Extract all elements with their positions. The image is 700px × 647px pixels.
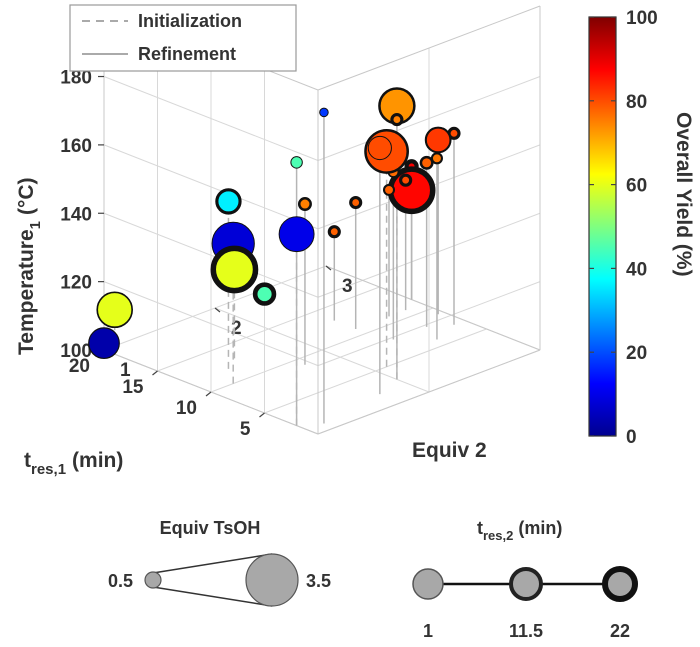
data-point: [327, 225, 341, 239]
size-legend-large-circle: [245, 553, 299, 607]
size-legend-title: Equiv TsOH: [160, 518, 261, 538]
phase-legend: Initialization Refinement: [69, 4, 297, 72]
data-point: [88, 327, 120, 360]
x-axis-label: tres,1 (min): [24, 449, 123, 478]
colorbar-tick-label: 100: [626, 8, 658, 29]
data-point: [252, 282, 277, 306]
z-axis-label: Temperature1(°C): [15, 177, 44, 355]
data-point: [419, 155, 434, 170]
y-tick-label: 1: [120, 360, 131, 381]
size-legend: Equiv TsOH 0.5 3.5: [108, 518, 331, 607]
data-point: [290, 156, 303, 169]
data-points: [88, 87, 461, 360]
x-tick-label: 15: [122, 377, 144, 398]
size-legend-min-label: 0.5: [108, 571, 133, 591]
data-point: [424, 126, 452, 154]
colorbar-tick-label: 40: [626, 259, 647, 280]
x-tick-label: 10: [176, 398, 197, 419]
data-point: [367, 135, 392, 161]
edge-legend-thick-circle: [602, 566, 638, 602]
z-tick-label: 180: [60, 68, 92, 89]
colorbar-label: Overall Yield (%): [672, 112, 695, 277]
colorbar-ticks: 0 20 40 60 80 100: [589, 8, 658, 448]
x-tick-label: 20: [69, 356, 90, 377]
edge-legend-title: tres,2 (min): [477, 518, 562, 543]
colorbar-tick-label: 60: [626, 176, 647, 197]
y-tick-label: 3: [342, 276, 353, 297]
colorbar: 0 20 40 60 80 100 Overall Yield (%): [588, 8, 695, 448]
edge-legend-label-1: 1: [423, 621, 433, 641]
z-tick-label: 140: [60, 204, 92, 225]
legend-initialization: Initialization: [138, 11, 242, 31]
data-point: [96, 291, 133, 329]
size-legend-cone-top: [152, 553, 273, 574]
colorbar-tick-label: 20: [626, 343, 647, 364]
data-point: [319, 107, 329, 118]
y-axis-label: Equiv 2: [412, 439, 487, 462]
edge-legend-thin-circle: [412, 568, 444, 600]
size-legend-cone-bottom: [152, 586, 273, 607]
tick-labels: 100 120 140 160 180 5 10 15 20 1 2 3: [60, 68, 352, 440]
edge-legend-medium-circle: [509, 567, 543, 601]
colorbar-tick-label: 80: [626, 92, 647, 113]
legend-refinement: Refinement: [138, 44, 236, 64]
x-tick-label: 5: [240, 419, 251, 440]
edge-legend-label-2: 11.5: [509, 621, 543, 641]
z-tick-label: 160: [60, 136, 92, 157]
data-point: [278, 216, 315, 253]
colorbar-tick-label: 0: [626, 427, 637, 448]
z-tick-label: 120: [60, 273, 92, 294]
colorbar-gradient: [588, 16, 617, 437]
size-legend-max-label: 3.5: [306, 571, 331, 591]
phase-legend-box: [69, 4, 297, 72]
size-legend-small-circle: [144, 571, 162, 589]
data-point: [349, 195, 363, 210]
data-point: [297, 197, 312, 212]
edge-legend: tres,2 (min) 1 11.5 22: [412, 518, 638, 641]
data-point: [390, 113, 404, 127]
data-point: [215, 188, 242, 215]
edge-legend-label-3: 22: [610, 621, 630, 641]
y-tick-label: 2: [231, 318, 242, 339]
data-point: [382, 183, 396, 196]
data-point: [399, 173, 413, 187]
z-tick-label: 100: [60, 341, 92, 362]
data-point: [210, 245, 259, 294]
